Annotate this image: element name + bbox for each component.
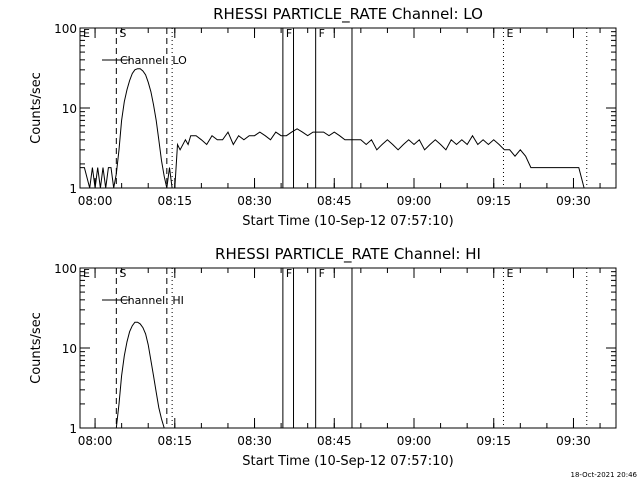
x-tick-label: 09:00: [397, 194, 432, 208]
plot-frame: [79, 267, 617, 429]
x-axis-label: Start Time (10-Sep-12 07:57:10): [242, 214, 453, 229]
x-tick-label: 09:00: [397, 434, 432, 448]
event-label: F: [319, 267, 325, 280]
footer-timestamp: 18-Oct-2021 20:46: [571, 471, 638, 479]
y-tick-label: 100: [54, 22, 77, 36]
y-tick-label: 1: [69, 422, 77, 436]
event-label: E: [506, 27, 513, 40]
y-tick-label: 10: [62, 342, 77, 356]
chart-title: RHESSI PARTICLE_RATE Channel: HI: [215, 245, 481, 264]
event-label: S: [119, 267, 126, 280]
y-axis-label: Counts/sec: [29, 72, 44, 144]
x-tick-label: 09:15: [476, 194, 511, 208]
x-tick-label: 08:00: [78, 194, 113, 208]
x-tick-label: 09:30: [556, 434, 591, 448]
chart-panel-lo: RHESSI PARTICLE_RATE Channel: LO Start Ti…: [29, 5, 617, 229]
event-label: E: [83, 267, 90, 280]
x-axis-label: Start Time (10-Sep-12 07:57:10): [242, 454, 453, 469]
event-label: E: [506, 267, 513, 280]
series-line: [80, 68, 587, 189]
x-tick-label: 09:15: [476, 434, 511, 448]
chart-panel-hi: RHESSI PARTICLE_RATE Channel: HI Start Ti…: [29, 245, 617, 469]
x-tick-label: 08:30: [237, 194, 272, 208]
x-tick-label: 08:45: [317, 434, 352, 448]
x-tick-label: 08:00: [78, 434, 113, 448]
x-tick-label: 08:15: [157, 434, 192, 448]
chart-title: RHESSI PARTICLE_RATE Channel: LO: [213, 5, 483, 24]
y-axis-label: Counts/sec: [29, 312, 44, 384]
legend-label: Channel: HI: [120, 294, 184, 307]
y-tick-label: 10: [62, 102, 77, 116]
event-label: F: [286, 27, 292, 40]
y-tick-label: 1: [69, 182, 77, 196]
x-tick-label: 08:45: [317, 194, 352, 208]
x-tick-label: 08:30: [237, 434, 272, 448]
event-label: F: [286, 267, 292, 280]
event-label: S: [119, 27, 126, 40]
x-tick-label: 08:15: [157, 194, 192, 208]
series-line: [115, 321, 165, 429]
event-label: E: [83, 27, 90, 40]
legend-label: Channel: LO: [120, 54, 187, 67]
plot-frame: [79, 27, 617, 189]
x-tick-label: 09:30: [556, 194, 591, 208]
y-tick-label: 100: [54, 262, 77, 276]
event-label: F: [319, 27, 325, 40]
